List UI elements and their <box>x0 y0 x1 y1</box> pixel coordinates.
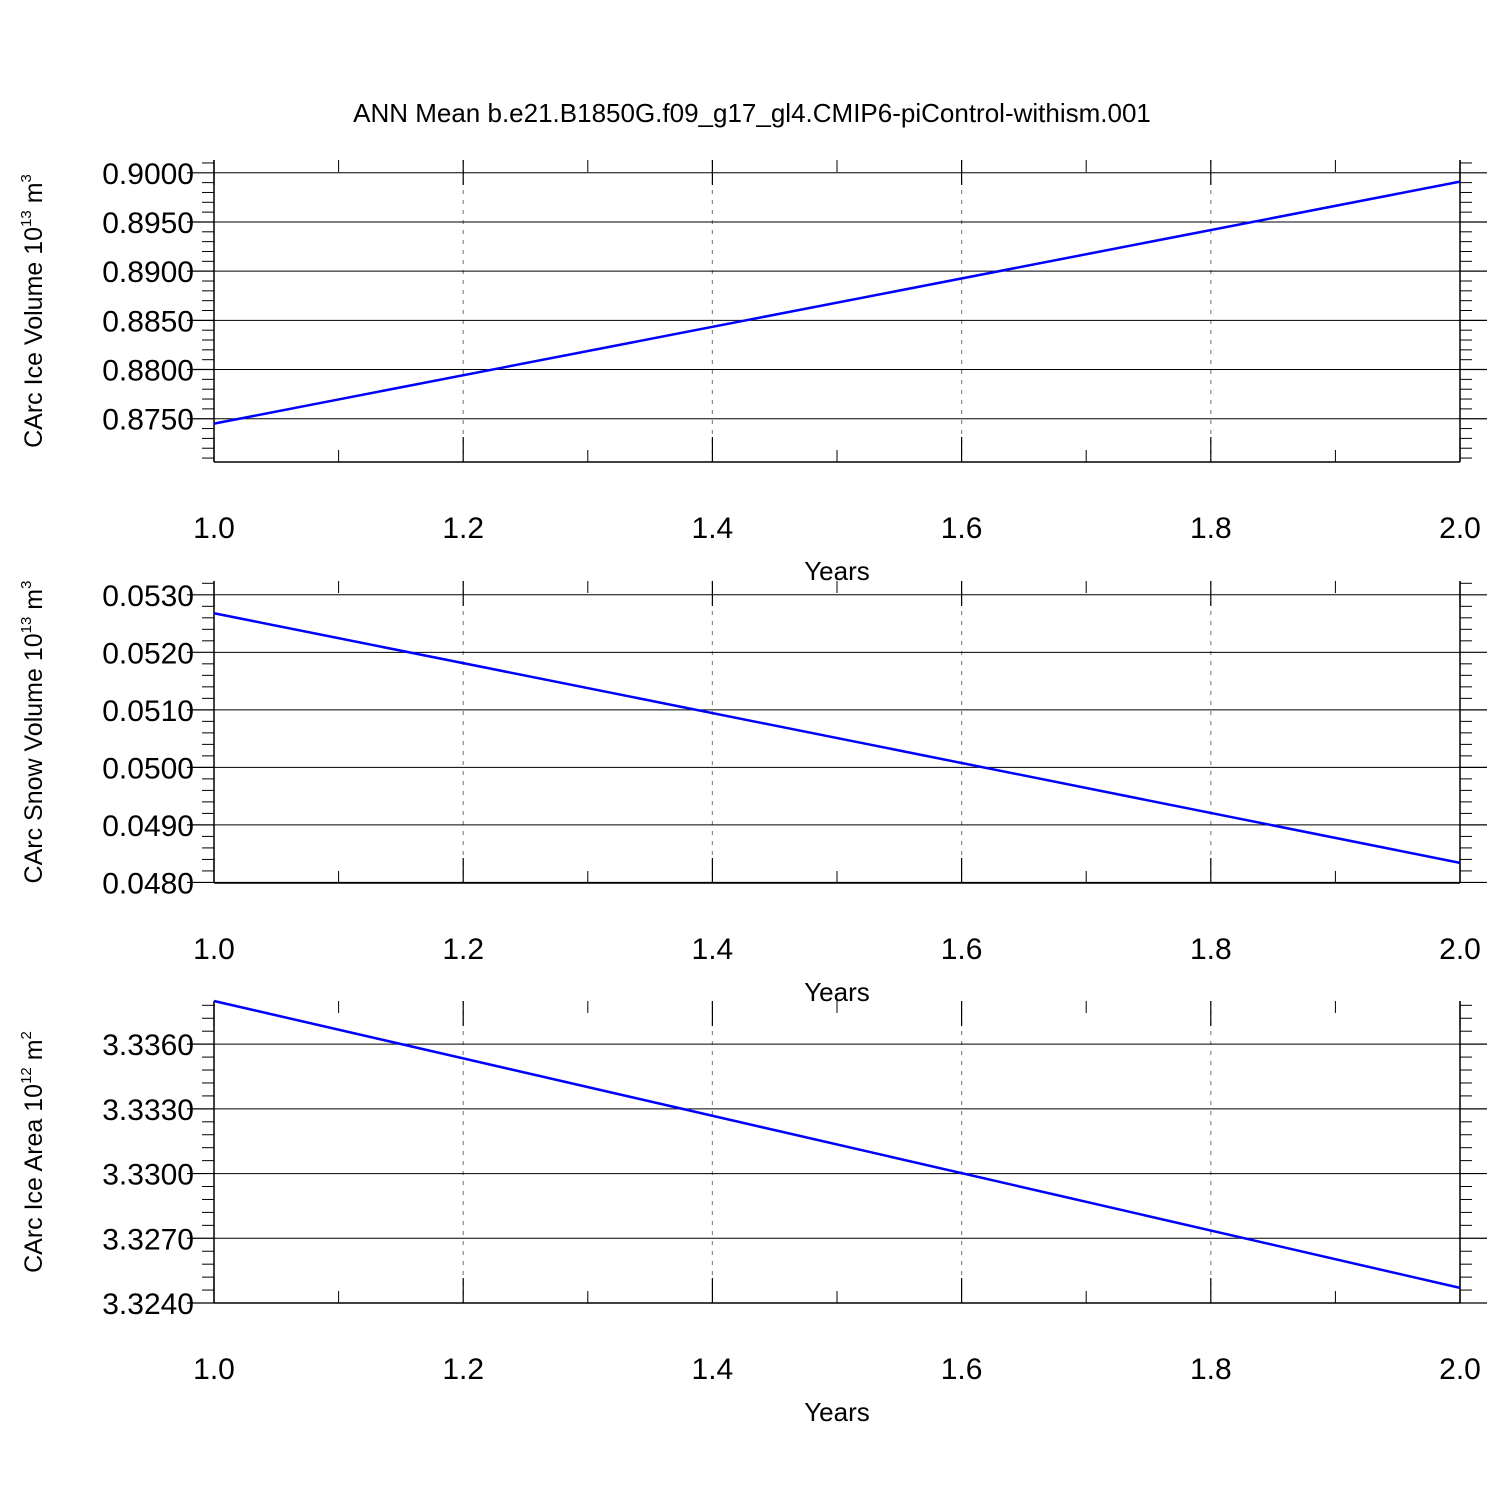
y-tick-label: 3.3360 <box>102 1029 194 1062</box>
y-tick-label: 3.3240 <box>102 1288 194 1321</box>
y-tick-label: 0.8900 <box>102 256 194 289</box>
panels: 0.8750 0.8800 0.8850 0.8900 0.8950 0.9000 1.0 1… <box>18 158 1487 1427</box>
chart-panel-1: 0.8750 0.8800 0.8850 0.8900 0.8950 0.9000 1.0 1… <box>18 158 1487 586</box>
x-tick-label: 1.8 <box>1190 933 1232 966</box>
series-line <box>213 611 1461 865</box>
figure-title: ANN Mean b.e21.B1850G.f09_g17_gl4.CMIP6-… <box>353 98 1151 128</box>
x-tick-label: 1.4 <box>692 933 734 966</box>
series-line <box>213 999 1461 1290</box>
x-tick-label: 1.6 <box>941 1353 983 1386</box>
series-line <box>213 180 1461 425</box>
x-tick-label: 1.6 <box>941 933 983 966</box>
y-tick-label: 0.0530 <box>102 580 194 613</box>
y-tick-label: 0.0480 <box>102 867 194 900</box>
x-tick-label: 1.6 <box>941 512 983 545</box>
chart-panel-3: 3.3240 3.3270 3.3300 3.3330 3.3360 1.0 1.2 1.4 1… <box>18 999 1487 1427</box>
x-tick-label: 1.4 <box>692 512 734 545</box>
x-tick-label: 1.8 <box>1190 512 1232 545</box>
y-axis-label: CArc Ice Volume 1013 m3 <box>18 174 48 448</box>
y-tick-label: 3.3330 <box>102 1094 194 1127</box>
x-tick-label: 1.0 <box>193 933 235 966</box>
chart-panel-2: 0.0480 0.0490 0.0500 0.0510 0.0520 0.0530 1.0 1… <box>18 580 1487 1007</box>
y-axis-label: CArc Snow Volume 1013 m3 <box>18 581 48 884</box>
x-tick-label: 1.8 <box>1190 1353 1232 1386</box>
y-tick-label: 0.8850 <box>102 305 194 338</box>
x-tick-label: 1.0 <box>193 512 235 545</box>
y-tick-label: 0.0520 <box>102 637 194 670</box>
x-tick-label: 2.0 <box>1439 1353 1481 1386</box>
x-tick-label: 2.0 <box>1439 512 1481 545</box>
x-tick-label: 2.0 <box>1439 933 1481 966</box>
y-tick-label: 3.3300 <box>102 1159 194 1192</box>
y-tick-label: 0.0490 <box>102 810 194 843</box>
x-tick-label: 1.2 <box>442 1353 484 1386</box>
x-tick-label: 1.2 <box>442 512 484 545</box>
y-tick-label: 0.0510 <box>102 695 194 728</box>
y-tick-label: 0.8950 <box>102 207 194 240</box>
y-tick-label: 0.0500 <box>102 752 194 785</box>
y-tick-label: 0.8800 <box>102 355 194 388</box>
y-tick-label: 3.3270 <box>102 1223 194 1256</box>
x-tick-label: 1.2 <box>442 933 484 966</box>
y-tick-label: 0.9000 <box>102 158 194 191</box>
x-tick-label: 1.0 <box>193 1353 235 1386</box>
x-axis-label: Years <box>804 1397 870 1427</box>
x-tick-label: 1.4 <box>692 1353 734 1386</box>
y-axis-label: CArc Ice Area 1012 m2 <box>18 1031 48 1273</box>
y-tick-label: 0.8750 <box>102 404 194 437</box>
